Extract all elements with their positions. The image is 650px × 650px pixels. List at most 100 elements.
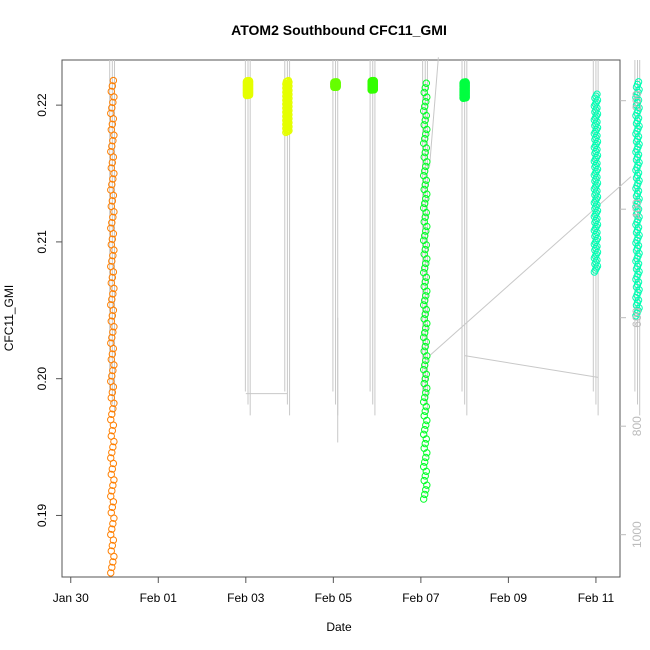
data-point bbox=[107, 454, 115, 462]
series-flight-6 bbox=[419, 79, 431, 503]
x-tick-label: Jan 30 bbox=[53, 591, 89, 605]
data-point bbox=[109, 213, 117, 221]
data-point bbox=[421, 310, 429, 318]
data-point bbox=[107, 186, 115, 194]
data-point bbox=[332, 78, 341, 86]
data-point bbox=[109, 290, 117, 298]
data-point bbox=[419, 365, 428, 374]
data-point bbox=[634, 150, 643, 159]
data-point bbox=[108, 120, 117, 128]
data-point bbox=[109, 405, 117, 413]
data-point bbox=[107, 355, 115, 364]
data-point bbox=[422, 98, 430, 106]
data-point bbox=[634, 132, 643, 141]
data-point bbox=[421, 361, 429, 369]
data-point bbox=[421, 407, 429, 415]
data-point bbox=[245, 76, 253, 85]
data-point bbox=[634, 278, 643, 286]
data-point bbox=[107, 547, 115, 555]
data-point bbox=[422, 130, 430, 138]
data-point bbox=[108, 448, 116, 457]
data-point bbox=[420, 315, 428, 323]
data-point bbox=[422, 227, 430, 235]
data-point bbox=[420, 153, 428, 161]
data-point bbox=[419, 204, 428, 212]
data-point bbox=[109, 98, 117, 107]
series-flight-2 bbox=[242, 76, 254, 100]
data-point bbox=[422, 453, 430, 462]
data-point bbox=[422, 324, 430, 332]
data-point bbox=[635, 122, 643, 130]
data-point bbox=[421, 472, 429, 480]
data-point bbox=[420, 218, 428, 226]
data-point bbox=[107, 109, 115, 118]
data-point bbox=[419, 495, 428, 503]
data-point bbox=[419, 301, 428, 309]
data-point bbox=[420, 476, 428, 485]
data-point bbox=[421, 232, 429, 240]
data-point bbox=[634, 296, 643, 304]
data-point bbox=[107, 317, 115, 325]
data-point bbox=[419, 171, 428, 180]
data-point bbox=[108, 142, 116, 150]
data-point bbox=[635, 249, 643, 258]
data-point bbox=[635, 104, 643, 112]
data-point bbox=[634, 114, 643, 122]
data-point bbox=[421, 84, 429, 92]
data-point bbox=[109, 76, 118, 85]
data-point bbox=[634, 260, 643, 268]
data-point bbox=[107, 262, 115, 271]
data-point bbox=[419, 398, 428, 406]
y-tick-label: 0.21 bbox=[35, 230, 49, 254]
data-point bbox=[420, 379, 428, 388]
data-point bbox=[635, 304, 643, 312]
data-point bbox=[109, 558, 117, 566]
data-point bbox=[108, 158, 117, 167]
data-point bbox=[422, 486, 430, 494]
data-point bbox=[108, 295, 116, 304]
data-point bbox=[421, 116, 429, 124]
data-point bbox=[109, 175, 117, 183]
data-point bbox=[108, 465, 117, 473]
data-point bbox=[421, 439, 429, 448]
data-point bbox=[634, 169, 643, 177]
data-point bbox=[421, 148, 429, 157]
data-point bbox=[419, 236, 428, 245]
data-point bbox=[422, 421, 430, 429]
data-point bbox=[421, 199, 429, 208]
data-point bbox=[422, 259, 430, 268]
data-point bbox=[420, 444, 428, 452]
data-point bbox=[421, 213, 429, 221]
data-points bbox=[107, 76, 643, 577]
data-point bbox=[108, 350, 117, 358]
data-point bbox=[461, 78, 470, 86]
data-point bbox=[107, 87, 115, 96]
data-point bbox=[108, 541, 117, 550]
data-point bbox=[108, 410, 116, 418]
data-point bbox=[420, 282, 428, 291]
data-point bbox=[109, 251, 117, 260]
data-point bbox=[108, 388, 117, 397]
data-point bbox=[107, 339, 115, 347]
data-point bbox=[422, 195, 430, 203]
data-point bbox=[108, 82, 117, 90]
x-axis-label: Date bbox=[326, 620, 352, 634]
data-point bbox=[108, 235, 117, 243]
series-flight-4 bbox=[330, 78, 341, 92]
data-point bbox=[634, 205, 643, 213]
data-point bbox=[107, 224, 115, 232]
data-point bbox=[634, 241, 643, 250]
data-point bbox=[421, 264, 429, 272]
x-tick-label: Feb 07 bbox=[402, 591, 440, 605]
data-point bbox=[422, 162, 430, 171]
x-tick-label: Feb 05 bbox=[315, 591, 353, 605]
data-point bbox=[422, 292, 430, 300]
data-point bbox=[421, 342, 429, 351]
series-flight-5 bbox=[367, 76, 379, 94]
data-point bbox=[421, 296, 429, 305]
data-point bbox=[421, 278, 429, 286]
data-point bbox=[107, 492, 115, 501]
data-point bbox=[634, 78, 643, 86]
axes: Jan 30 Feb 01 Feb 03 Feb 05 Feb 07 Feb 09 Feb … bbox=[35, 90, 644, 605]
data-point bbox=[108, 563, 116, 572]
